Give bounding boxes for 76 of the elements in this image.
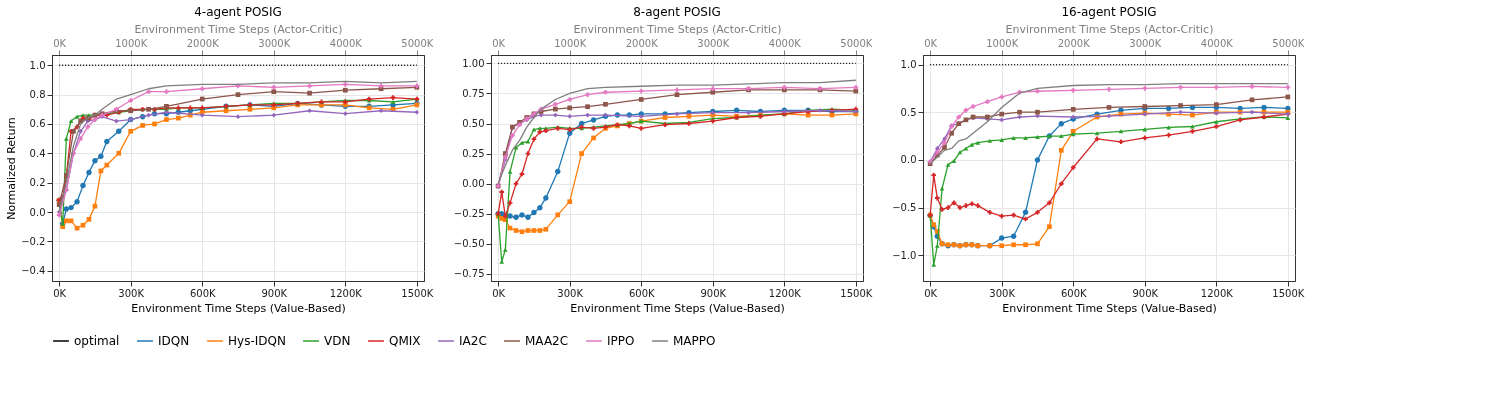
x2-tick-label: 1000K [115, 37, 148, 49]
x-axis-title: Environment Time Steps (Value-Based) [1002, 301, 1217, 315]
y-tick-label: 0.0 [29, 206, 46, 218]
x2-tick-label: 2000K [186, 37, 220, 49]
x2-axis-title: Environment Time Steps (Actor-Critic) [573, 22, 782, 36]
x-tick-label: 1200K [1200, 287, 1234, 299]
legend-label: MAA2C [525, 334, 569, 348]
y-tick-label: 0.25 [462, 148, 485, 160]
legend-label: optimal [74, 334, 120, 348]
y-tick-label: 0.00 [462, 178, 485, 190]
x-tick-label: 600K [189, 287, 216, 299]
x2-tick-label: 3000K [697, 37, 730, 49]
x-axis-title: Environment Time Steps (Value-Based) [570, 301, 785, 315]
x-tick-label: 0K [492, 287, 506, 299]
y-tick-label: 0.0 [900, 154, 917, 166]
x-tick-label: 1500K [401, 287, 434, 299]
y-tick-label: −0.4 [21, 265, 46, 277]
legend-label: QMIX [389, 334, 421, 348]
chart-title: 4-agent POSIG [194, 5, 282, 19]
legend-label: IA2C [459, 334, 487, 348]
y-tick-label: −1.0 [892, 249, 917, 261]
x-tick-label: 900K [261, 287, 288, 299]
legend-label: VDN [324, 334, 351, 348]
x2-tick-label: 0K [53, 37, 67, 49]
x-tick-label: 600K [628, 287, 655, 299]
y-tick-label: 0.5 [900, 106, 917, 118]
legend-label: Hys-IDQN [228, 334, 286, 348]
x2-axis-title: Environment Time Steps (Actor-Critic) [134, 22, 343, 36]
x-axis-title: Environment Time Steps (Value-Based) [131, 301, 346, 315]
x2-tick-label: 5000K [401, 37, 434, 49]
legend-label: IDQN [158, 334, 190, 348]
y-tick-label: 0.50 [462, 118, 485, 130]
x-tick-label: 300K [118, 287, 145, 299]
x2-tick-label: 2000K [625, 37, 659, 49]
y-tick-label: −0.50 [453, 238, 485, 250]
x2-tick-label: 0K [924, 37, 938, 49]
y-tick-label: −0.25 [453, 208, 485, 220]
x-tick-label: 0K [924, 287, 938, 299]
x-tick-label: 0K [53, 287, 67, 299]
y-tick-label: −0.75 [453, 268, 485, 280]
legend-label: MAPPO [673, 334, 716, 348]
x-tick-label: 1500K [840, 287, 873, 299]
x2-tick-label: 5000K [840, 37, 873, 49]
x-tick-label: 900K [1132, 287, 1159, 299]
x2-tick-label: 0K [492, 37, 506, 49]
x2-tick-label: 4000K [1200, 37, 1234, 49]
x-tick-label: 1200K [329, 287, 363, 299]
legend-label: IPPO [607, 334, 635, 348]
x2-tick-label: 4000K [329, 37, 363, 49]
x-tick-label: 1500K [1272, 287, 1305, 299]
y-tick-label: 0.75 [462, 87, 485, 99]
y-tick-label: 0.2 [29, 177, 46, 189]
x-tick-label: 600K [1060, 287, 1087, 299]
x2-tick-label: 4000K [768, 37, 802, 49]
x-tick-label: 1200K [768, 287, 802, 299]
x2-tick-label: 5000K [1272, 37, 1305, 49]
y-tick-label: 1.0 [29, 59, 46, 71]
x2-axis-title: Environment Time Steps (Actor-Critic) [1005, 22, 1214, 36]
x2-tick-label: 2000K [1057, 37, 1091, 49]
y-tick-label: 0.4 [29, 147, 46, 159]
x-tick-label: 300K [557, 287, 584, 299]
chart-title: 16-agent POSIG [1061, 5, 1157, 19]
x2-tick-label: 3000K [258, 37, 291, 49]
x2-tick-label: 1000K [986, 37, 1019, 49]
x-tick-label: 900K [700, 287, 727, 299]
x2-tick-label: 3000K [1129, 37, 1162, 49]
chart-title: 8-agent POSIG [633, 5, 721, 19]
y-tick-label: 1.00 [462, 57, 485, 69]
y-tick-label: 1.0 [900, 59, 917, 71]
y-tick-label: −0.5 [892, 202, 917, 214]
y-tick-label: −0.2 [21, 235, 46, 247]
y-axis-title: Normalized Return [5, 117, 19, 220]
y-tick-label: 0.6 [29, 118, 46, 130]
x-tick-label: 300K [989, 287, 1016, 299]
y-tick-label: 0.8 [29, 89, 46, 101]
x2-tick-label: 1000K [554, 37, 587, 49]
